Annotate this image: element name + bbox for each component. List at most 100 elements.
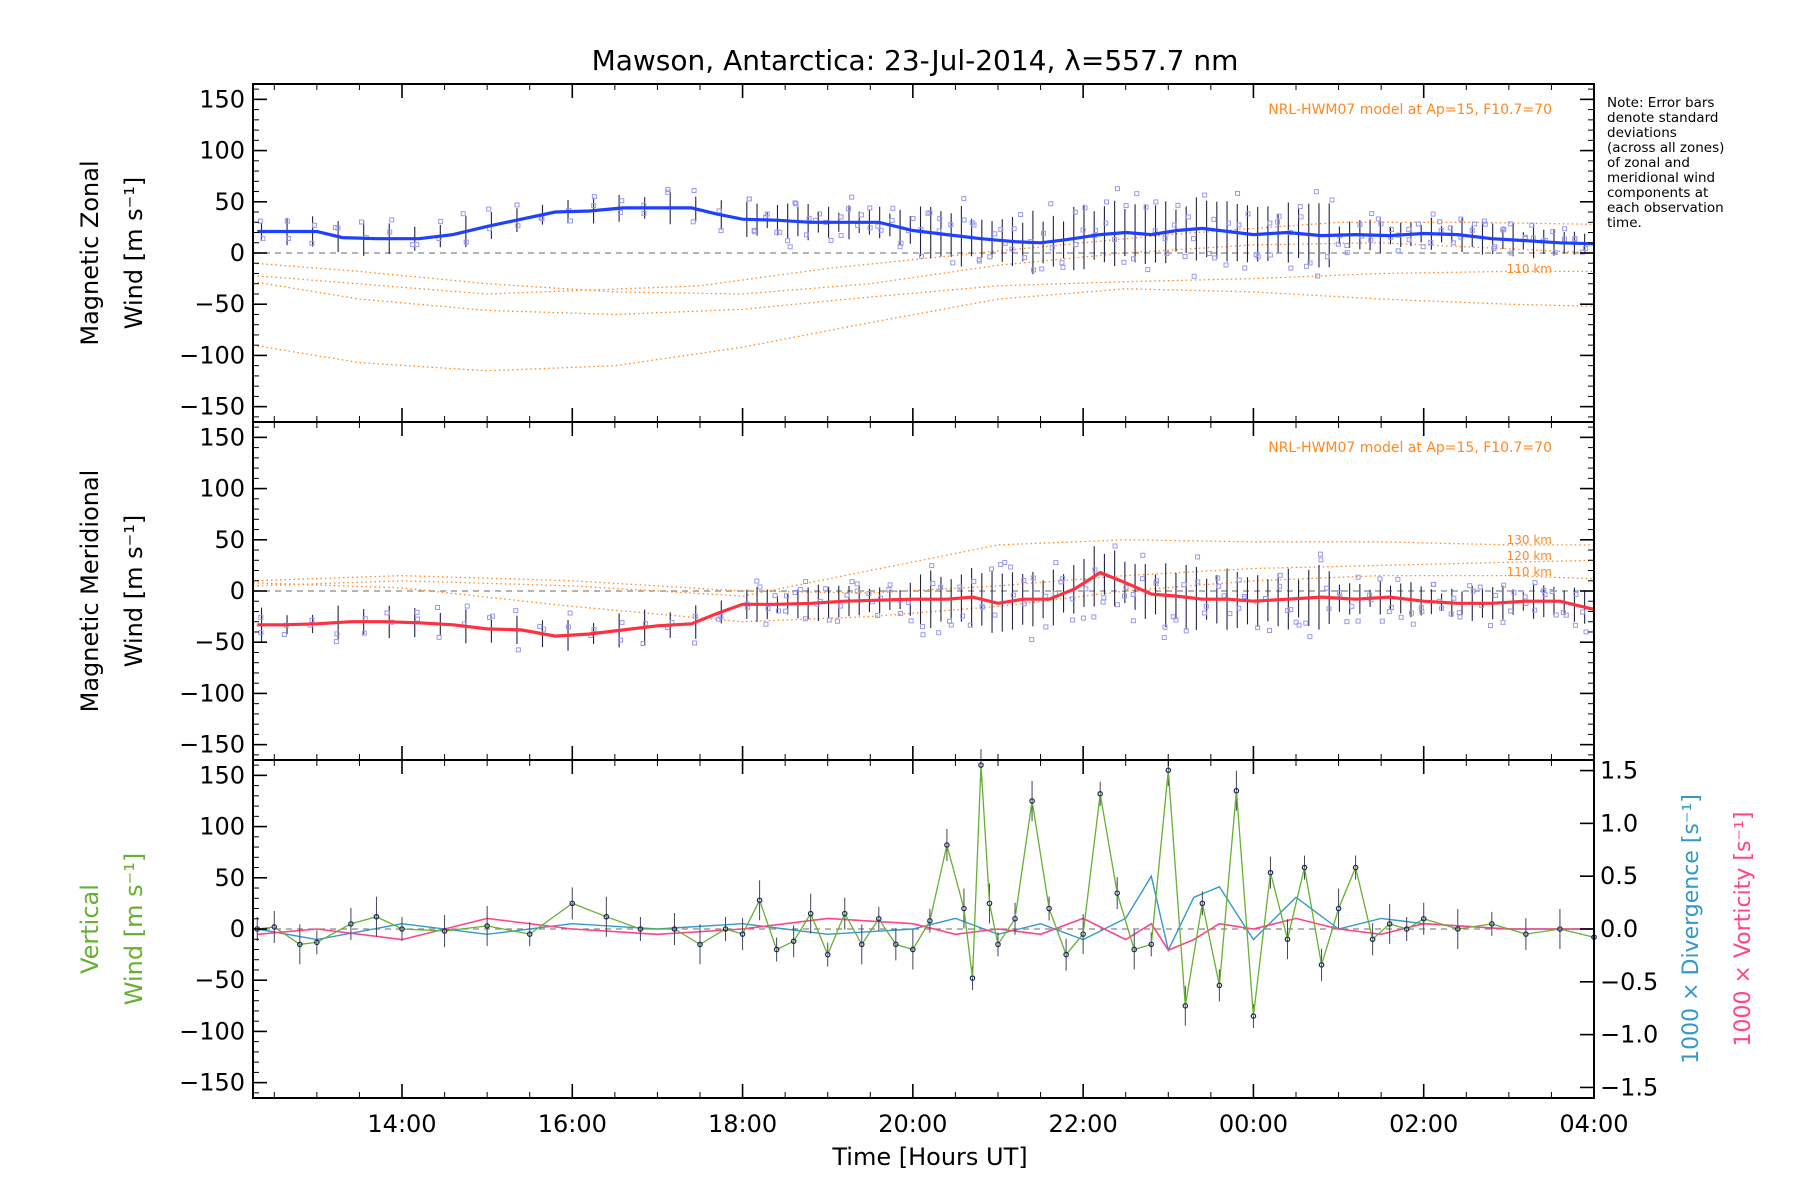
zone-marker	[1288, 606, 1294, 612]
zone-marker	[718, 228, 724, 234]
model-annotation: NRL-HWM07 model at Ap=15, F10.7=70	[1268, 440, 1552, 456]
zone-marker	[854, 581, 860, 587]
zone-marker	[875, 612, 881, 618]
y-axis-label: Magnetic Meridional	[76, 470, 104, 713]
model-curve	[252, 574, 1595, 623]
zone-marker	[1492, 592, 1498, 598]
vertical-wind-point	[986, 900, 993, 907]
zone-marker	[486, 206, 492, 212]
zone-marker	[1553, 612, 1559, 618]
zone-marker	[312, 222, 318, 228]
zone-marker	[1532, 607, 1538, 613]
zone-marker	[435, 604, 441, 610]
zone-marker	[1021, 601, 1027, 607]
zone-marker	[1288, 265, 1294, 271]
y-axis-label: Wind [m s⁻¹]	[120, 853, 148, 1005]
zone-marker	[410, 242, 416, 248]
zone-marker	[1450, 240, 1456, 246]
zone-marker	[1143, 204, 1149, 210]
zone-marker	[1215, 575, 1221, 581]
zone-marker	[618, 637, 624, 643]
zone-marker	[1103, 220, 1109, 226]
zone-marker	[1276, 213, 1282, 219]
zone-marker	[1070, 617, 1076, 623]
y-axis-label: Wind [m s⁻¹]	[120, 515, 148, 667]
vertical-wind-point	[1335, 905, 1342, 912]
zone-marker	[1482, 221, 1488, 227]
zone-marker	[1369, 211, 1375, 217]
zone-marker	[1123, 203, 1129, 209]
zone-marker	[1059, 260, 1065, 266]
vertical-wind-point	[399, 926, 405, 932]
zone-marker	[718, 613, 724, 619]
vertical-wind-point	[314, 939, 320, 946]
zone-marker	[1410, 621, 1416, 627]
zone-marker	[823, 586, 829, 592]
zone-marker	[785, 238, 791, 244]
zone-marker	[1082, 205, 1088, 211]
zone-marker	[1336, 589, 1342, 595]
zone-marker	[541, 626, 547, 632]
zone-marker	[1048, 201, 1054, 207]
vertical-wind-point	[1063, 951, 1069, 958]
zone-marker	[1428, 240, 1434, 246]
zone-marker	[1507, 221, 1513, 227]
zone-marker	[463, 239, 469, 245]
zone-marker	[619, 620, 625, 626]
zone-marker	[1420, 244, 1426, 250]
zone-marker	[948, 222, 954, 228]
zone-marker	[866, 591, 872, 597]
zone-marker	[849, 194, 855, 200]
zone-marker	[887, 582, 893, 588]
zone-marker	[1121, 593, 1127, 599]
zone-marker	[1255, 625, 1261, 631]
zone-marker	[1060, 264, 1066, 270]
zone-marker	[1501, 226, 1507, 232]
zone-marker	[1201, 610, 1207, 616]
meridional-panel: −150 −100 −50 0 50 100 150 Magnetic Meridional W…	[76, 421, 1595, 761]
zone-marker	[464, 603, 470, 609]
zone-marker	[929, 563, 935, 569]
zone-marker	[1216, 583, 1222, 589]
zone-marker	[1058, 579, 1064, 585]
zone-marker	[802, 616, 808, 622]
x-tick-label: 22:00	[1049, 1110, 1118, 1138]
note-line: (across all zones)	[1607, 140, 1725, 156]
zone-marker	[1235, 190, 1241, 196]
zone-marker	[333, 639, 339, 645]
y-tick-label: 50	[214, 864, 245, 892]
zone-marker	[1431, 582, 1437, 588]
zone-marker	[1103, 199, 1109, 205]
model-annotation: NRL-HWM07 model at Ap=15, F10.7=70	[1268, 102, 1552, 118]
zone-marker	[1080, 615, 1086, 621]
zone-marker	[1073, 242, 1079, 248]
zone-marker	[806, 216, 812, 222]
zone-marker	[763, 621, 769, 627]
model-level-label: 110 km	[1507, 565, 1552, 579]
zone-marker	[936, 630, 942, 636]
zone-marker	[1241, 594, 1247, 600]
zone-marker	[803, 579, 809, 585]
vertical-wind-point	[1489, 921, 1495, 927]
zone-marker	[1368, 237, 1374, 243]
zone-marker	[1522, 594, 1528, 600]
zone-marker	[979, 604, 985, 610]
zone-marker	[1469, 228, 1475, 234]
zone-marker	[777, 229, 783, 235]
zone-marker	[1175, 202, 1181, 208]
vertical-wind-point	[1080, 931, 1086, 937]
note-line: Note: Error bars	[1607, 95, 1715, 111]
zone-marker	[1313, 189, 1319, 195]
zone-marker	[1471, 221, 1477, 227]
vertical-wind-point	[1165, 767, 1172, 774]
zone-marker	[565, 624, 571, 630]
zone-marker	[1153, 199, 1159, 205]
zone-marker	[1419, 609, 1425, 615]
zone-marker	[1092, 567, 1098, 573]
y-tick-label: 100	[199, 475, 245, 503]
zone-marker	[1202, 192, 1208, 198]
zone-marker	[1245, 211, 1251, 217]
zone-marker	[335, 225, 341, 231]
zone-marker	[1304, 263, 1310, 269]
zone-marker	[436, 634, 442, 640]
